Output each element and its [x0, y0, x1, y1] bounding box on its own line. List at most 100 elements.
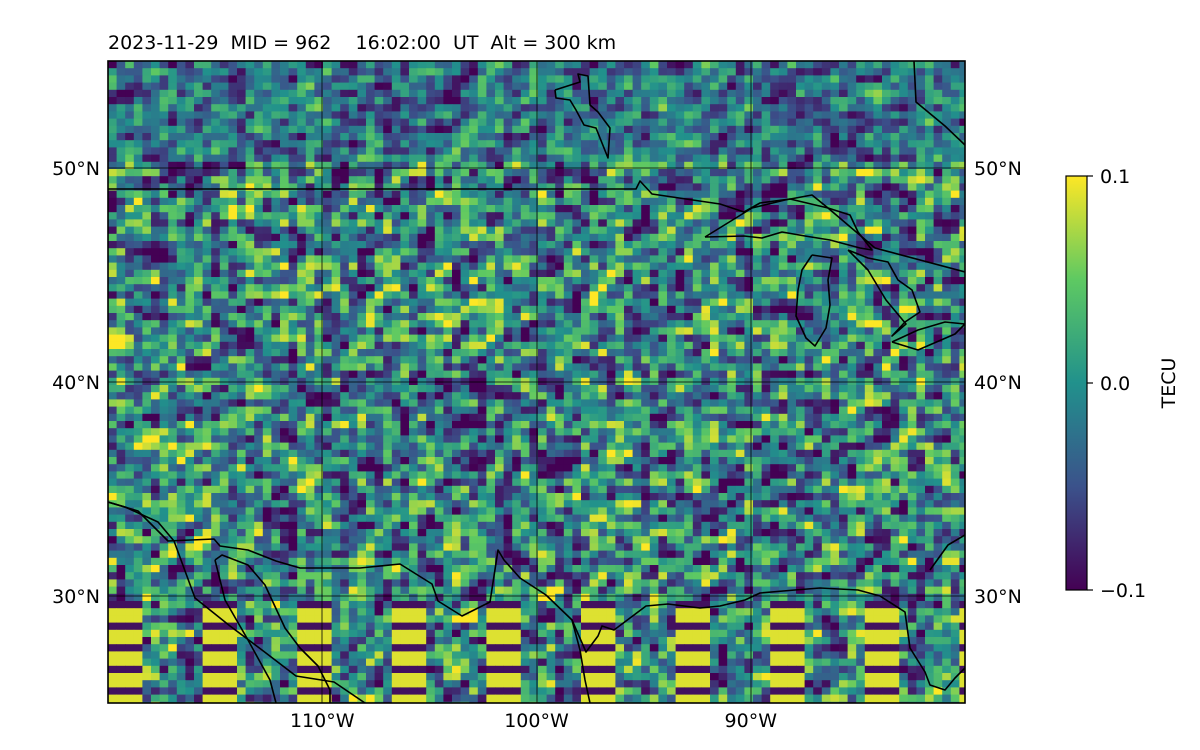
tec-cell: [778, 269, 788, 278]
tec-cell: [873, 320, 883, 328]
tec-cell: [675, 190, 685, 199]
tec-cell: [770, 233, 780, 242]
tec-cell: [202, 133, 212, 141]
tec-cell: [744, 154, 754, 163]
tec-cell: [942, 205, 952, 213]
tec-cell: [486, 356, 496, 364]
tec-cell: [546, 82, 556, 91]
tec-cell: [211, 82, 221, 91]
tec-cell: [512, 341, 522, 350]
tec-cell: [787, 97, 797, 105]
tec-cell: [391, 133, 401, 141]
tec-cell: [624, 118, 633, 127]
tec-cell: [357, 406, 367, 415]
tec-cell: [684, 284, 694, 292]
tec-cell: [916, 262, 926, 271]
tec-cell: [753, 219, 762, 227]
tec-cell: [882, 68, 891, 76]
tec-cell: [452, 82, 461, 91]
tec-cell: [185, 291, 195, 299]
tec-cell: [194, 133, 203, 141]
tec-cell: [710, 154, 719, 163]
tec-cell: [572, 75, 582, 83]
tec-cell: [477, 262, 487, 271]
tec-cell: [563, 226, 573, 235]
tec-cell: [701, 147, 711, 155]
tec-cell: [778, 97, 788, 105]
tec-cell: [434, 183, 444, 191]
tec-cell: [288, 212, 298, 220]
tec-cell: [262, 392, 272, 400]
tec-cell: [486, 392, 496, 400]
tec-cell: [899, 327, 909, 335]
tec-cell: [151, 385, 160, 393]
tec-cell: [959, 334, 965, 343]
tec-cell: [925, 233, 934, 242]
tec-cell: [615, 377, 625, 386]
tec-cell: [787, 118, 797, 127]
tec-cell: [916, 248, 926, 256]
tec-cell: [426, 97, 436, 105]
tec-cell: [323, 219, 332, 227]
tec-cell: [546, 104, 556, 112]
tec-cell: [847, 298, 857, 307]
tec-cell: [796, 97, 805, 105]
tec-cell: [443, 197, 453, 206]
tec-cell: [211, 154, 221, 163]
tec-cell: [770, 104, 780, 112]
tec-cell: [667, 169, 676, 177]
tec-cell: [925, 161, 934, 170]
tec-cell: [495, 104, 504, 112]
tec-cell: [692, 219, 702, 227]
tec-cell: [950, 269, 960, 278]
tec-cell: [753, 349, 762, 357]
tec-cell: [314, 68, 324, 76]
tec-cell: [366, 341, 375, 350]
tec-cell: [563, 233, 573, 242]
tec-cell: [615, 161, 625, 170]
tec-cell: [667, 190, 676, 199]
tec-cell: [718, 82, 728, 91]
tec-cell: [632, 212, 642, 220]
tec-cell: [348, 169, 358, 177]
tec-cell: [873, 406, 883, 415]
tec-cell: [649, 226, 659, 235]
tec-cell: [228, 226, 238, 235]
tec-cell: [718, 248, 728, 256]
tec-cell: [185, 284, 195, 292]
tec-cell: [366, 61, 375, 69]
tec-cell: [718, 255, 728, 263]
tec-cell: [692, 154, 702, 163]
tec-cell: [211, 334, 221, 343]
tec-cell: [787, 140, 797, 148]
tec-cell: [555, 298, 565, 307]
tec-cell: [615, 363, 625, 371]
tec-cell: [383, 241, 393, 249]
tec-cell: [443, 111, 453, 119]
tec-cell: [744, 255, 754, 263]
tec-cell: [520, 176, 530, 184]
tec-cell: [778, 61, 788, 69]
tec-cell: [391, 183, 401, 191]
tec-cell: [933, 241, 943, 249]
tec-cell: [288, 320, 298, 328]
tec-cell: [589, 190, 599, 199]
tec-cell: [340, 356, 350, 364]
tec-cell: [151, 89, 160, 98]
tec-cell: [434, 68, 444, 76]
tec-cell: [280, 205, 289, 213]
tec-cell: [409, 97, 418, 105]
tec-cell: [641, 262, 651, 271]
tec-cell: [882, 82, 891, 91]
tec-cell: [632, 356, 642, 364]
tec-cell: [933, 377, 943, 386]
tec-cell: [245, 104, 255, 112]
tec-cell: [288, 255, 298, 263]
tec-cell: [778, 140, 788, 148]
tec-cell: [710, 82, 719, 91]
tec-cell: [581, 104, 590, 112]
tec-cell: [804, 197, 814, 206]
tec-cell: [641, 370, 651, 379]
tec-cell: [658, 133, 668, 141]
tec-cell: [520, 226, 530, 235]
